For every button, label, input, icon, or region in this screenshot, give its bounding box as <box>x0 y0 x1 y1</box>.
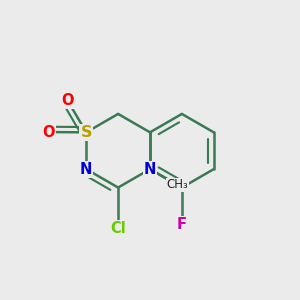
Text: N: N <box>80 162 92 177</box>
Text: F: F <box>177 217 187 232</box>
Text: CH₃: CH₃ <box>166 178 188 191</box>
Text: Cl: Cl <box>110 220 126 236</box>
Text: S: S <box>80 125 92 140</box>
Text: O: O <box>61 93 74 108</box>
Text: O: O <box>43 124 55 140</box>
Text: N: N <box>144 162 156 177</box>
